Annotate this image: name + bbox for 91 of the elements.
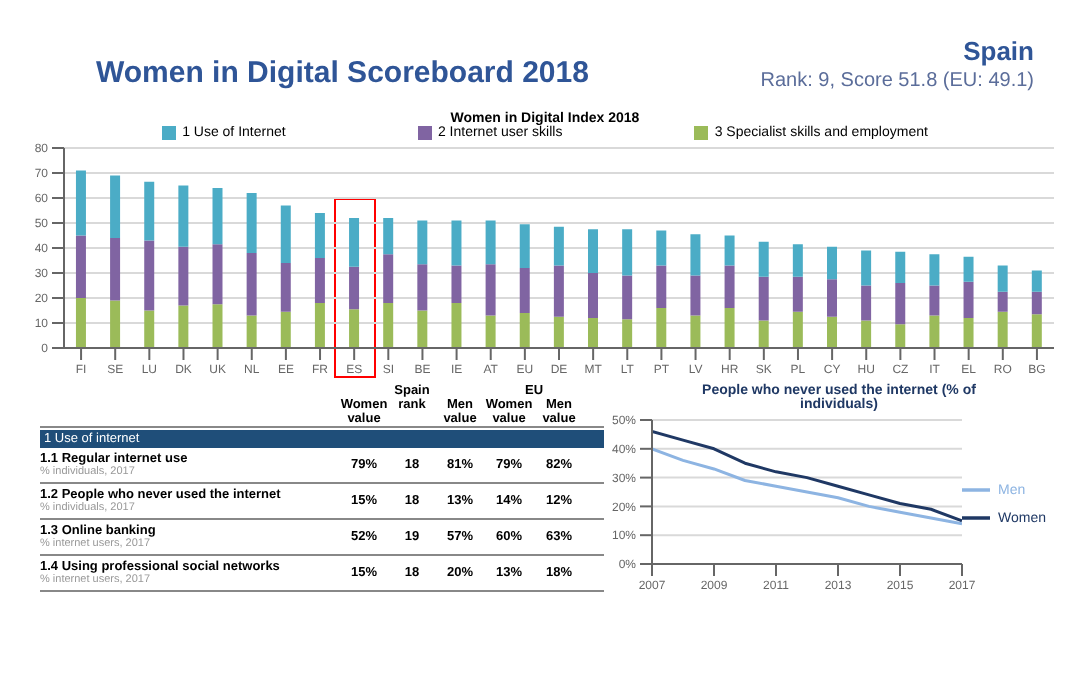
bar: [144, 310, 155, 348]
bar: [997, 311, 1008, 348]
bar: [963, 256, 974, 282]
bar: [144, 240, 155, 311]
bar: [178, 185, 189, 247]
bar: [349, 266, 360, 310]
bar: [485, 315, 496, 348]
bar: [212, 304, 223, 348]
bar: [553, 226, 564, 266]
bar: [690, 315, 701, 348]
bar: [383, 303, 394, 348]
bar: [246, 253, 257, 316]
bar: [553, 316, 564, 348]
bar: [417, 310, 428, 348]
bar: [724, 308, 735, 348]
bar: [861, 250, 872, 286]
bar: [588, 229, 599, 273]
bar: [144, 181, 155, 241]
bar: [451, 220, 462, 266]
bar: [280, 205, 291, 263]
bar: [792, 244, 803, 277]
bar: [895, 324, 906, 348]
bar: [758, 276, 769, 321]
bar: [656, 230, 667, 266]
bar: [929, 315, 940, 348]
bar: [314, 213, 325, 258]
line-series: [652, 447, 962, 526]
bar: [929, 285, 940, 316]
bar: [690, 275, 701, 316]
bar: [178, 305, 189, 348]
bar: [383, 218, 394, 255]
bar: [280, 263, 291, 312]
bar: [929, 254, 940, 286]
bar: [110, 175, 121, 238]
bar: [588, 318, 599, 348]
bar: [690, 234, 701, 276]
bar: [75, 170, 86, 236]
bar: [314, 258, 325, 303]
bar: [451, 303, 462, 348]
bar: [826, 279, 837, 317]
bar: [826, 246, 837, 280]
bar: [212, 244, 223, 305]
bar: [178, 246, 189, 306]
bar: [963, 318, 974, 348]
bar: [622, 275, 633, 320]
bar: [826, 316, 837, 348]
bar: [622, 229, 633, 276]
bar: [75, 298, 86, 348]
text: Women in Digital Scoreboard 2018: [96, 56, 589, 90]
bar: [1031, 291, 1042, 315]
bar: [349, 309, 360, 348]
bar: [895, 251, 906, 283]
bar: [622, 319, 633, 348]
bar: [553, 265, 564, 317]
text: Rank: 9, Score 51.8 (EU: 49.1): [760, 70, 1034, 92]
bar: [861, 285, 872, 321]
bar: [758, 320, 769, 348]
bar: [110, 300, 121, 348]
bar: [1031, 314, 1042, 348]
text: Spain: [961, 36, 1034, 66]
bar: [451, 265, 462, 303]
bar: [895, 283, 906, 325]
bar: [724, 235, 735, 266]
bar: [656, 265, 667, 308]
bar: [588, 273, 599, 318]
bar: [246, 193, 257, 253]
bar: [861, 320, 872, 348]
bar: [110, 238, 121, 301]
bar: [758, 241, 769, 277]
bar: [997, 265, 1008, 292]
bar: [417, 264, 428, 311]
bar: [519, 224, 530, 268]
bar: [519, 268, 530, 313]
bar: [75, 235, 86, 298]
bar: [997, 291, 1008, 312]
bar: [485, 220, 496, 265]
bar: [792, 311, 803, 348]
bar: [485, 264, 496, 316]
bar: [724, 265, 735, 308]
bar: [656, 308, 667, 348]
bar: [314, 303, 325, 348]
bar: [280, 311, 291, 348]
bar: [519, 313, 530, 348]
bar: [963, 281, 974, 318]
bar: [1031, 270, 1042, 292]
bar: [417, 220, 428, 265]
bar: [792, 276, 803, 312]
bar: [383, 254, 394, 303]
bar: [246, 315, 257, 348]
bar: [212, 188, 223, 245]
bar: [349, 218, 360, 267]
